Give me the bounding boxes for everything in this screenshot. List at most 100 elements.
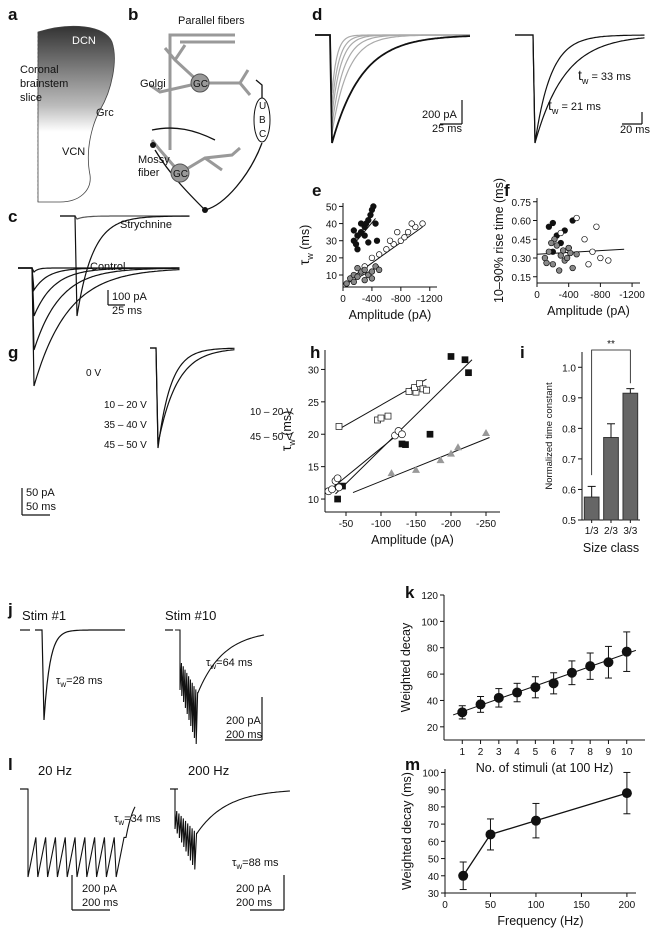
label: Golgi (140, 78, 166, 90)
y-tick-label: 15 (308, 463, 320, 474)
trace (175, 629, 265, 745)
point (361, 276, 368, 284)
panel-label: a (8, 5, 18, 24)
point (482, 428, 490, 436)
label: U (259, 101, 266, 112)
point (334, 495, 341, 503)
x-tick-label: 0 (442, 900, 448, 911)
point (335, 483, 343, 492)
scale-label: 200 pA (82, 883, 118, 895)
x-tick-label: 5 (533, 747, 539, 758)
point (416, 380, 423, 388)
trace (18, 267, 180, 387)
y-tick-label: 80 (427, 644, 439, 655)
point (454, 443, 462, 451)
label: 20 Hz (38, 763, 72, 778)
point (386, 237, 394, 244)
x-tick-label: 1 (459, 747, 465, 758)
label: DCN (72, 35, 96, 47)
panel-label: m (405, 755, 420, 774)
x-tick-label: -100 (371, 519, 391, 530)
y-tick-label: 0.8 (562, 424, 576, 435)
axis-title-part: τ (296, 259, 312, 265)
y-tick-label: 90 (428, 786, 440, 797)
label: Strychnine (120, 219, 172, 231)
x-tick-label: 4 (514, 747, 520, 758)
point (383, 246, 390, 253)
scale-label: 200 pA (422, 109, 458, 121)
scale-label: 25 ms (432, 123, 462, 135)
label: GC (173, 169, 188, 180)
ubc-soma (253, 97, 271, 143)
y-tick-label: 1.0 (562, 363, 576, 374)
point (548, 678, 559, 689)
label: 10 – 20 V (104, 400, 147, 411)
label: Coronal (20, 64, 59, 76)
y-tick-label: 30 (308, 365, 320, 376)
point (361, 266, 368, 274)
axis-title: No. of stimuli (at 100 Hz) (476, 761, 614, 775)
point (569, 264, 576, 272)
x-tick-label: -400 (559, 290, 579, 301)
point (354, 264, 361, 272)
x-tick-label: 8 (587, 747, 593, 758)
panel-label: k (405, 583, 415, 602)
axis-title: Amplitude (pA) (547, 304, 630, 318)
x-tick-label: -800 (590, 290, 610, 301)
scale-label: 200 ms (226, 729, 263, 741)
trace (18, 267, 180, 317)
point (493, 692, 504, 703)
y-tick-label: 20 (326, 254, 338, 265)
point (377, 414, 385, 422)
trace (315, 34, 470, 134)
tau-label: τw=34 ms (114, 813, 161, 827)
y-tick-label: 40 (427, 696, 439, 707)
x-tick-label: 7 (569, 747, 575, 758)
label: Grc (96, 107, 114, 119)
point (365, 239, 372, 246)
axis-title-part: w (287, 439, 297, 447)
panel-label: h (310, 343, 320, 362)
point (553, 242, 560, 249)
x-tick-label: 50 (485, 900, 497, 911)
point (485, 829, 496, 840)
point (357, 220, 365, 227)
y-tick-label: 120 (421, 591, 438, 602)
label: 45 – 50 V (104, 440, 147, 451)
y-tick-label: 30 (326, 237, 338, 248)
point (370, 203, 377, 210)
point (621, 788, 632, 799)
point (436, 456, 445, 464)
y-tick-label: 40 (428, 872, 440, 883)
axis-title-part: (ms) (280, 411, 294, 439)
label: 200 Hz (188, 763, 229, 778)
point (567, 249, 574, 257)
point (573, 251, 580, 258)
label: fiber (138, 167, 160, 179)
panel-label: l (8, 755, 13, 774)
x-tick-label: -250 (476, 519, 496, 530)
point (350, 227, 357, 234)
point (545, 248, 553, 255)
label: Stim #10 (165, 608, 216, 623)
panel-label: b (128, 5, 138, 24)
point (573, 214, 580, 222)
point (402, 441, 409, 448)
x-tick-label: 150 (573, 900, 590, 911)
point (589, 248, 596, 255)
point (354, 246, 361, 253)
point (566, 667, 577, 678)
point (543, 259, 550, 267)
scale-label: 200 pA (226, 715, 262, 727)
y-tick-label: 0.5 (562, 516, 576, 527)
x-tick-label: 6 (551, 747, 557, 758)
tau-label: τw=88 ms (232, 857, 279, 871)
scale-label: 50 ms (26, 501, 56, 513)
x-tick-label: 0 (340, 294, 346, 305)
x-tick-label: -150 (406, 519, 426, 530)
point (605, 257, 612, 264)
x-tick-label: -400 (362, 294, 382, 305)
point (333, 474, 342, 483)
